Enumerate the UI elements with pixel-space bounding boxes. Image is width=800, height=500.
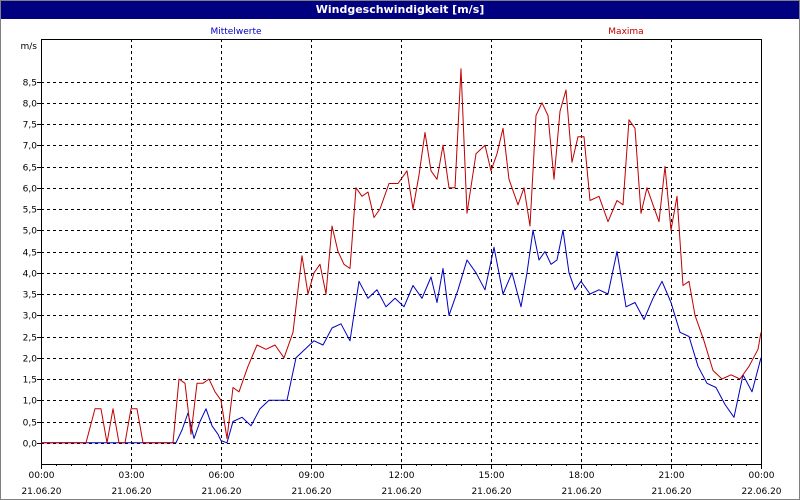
y-tick-label: 2,0 (23, 355, 38, 365)
x-tick-time-label: 03:00 (119, 471, 145, 481)
y-tick-label: 5,5 (23, 206, 37, 216)
y-tick-label: 5,0 (23, 227, 38, 237)
x-tick-date-label: 21.06.20 (291, 487, 331, 497)
y-tick-label: 8,5 (23, 79, 37, 89)
axes (37, 39, 762, 469)
x-tick-date-label: 21.06.20 (21, 487, 61, 497)
x-tick-time-label: 18:00 (569, 471, 595, 481)
y-tick-label: 8,0 (23, 100, 38, 110)
window-title: Windgeschwindigkeit [m/s] (1, 1, 799, 19)
y-tick-label: 3,5 (23, 291, 37, 301)
y-tick-label: 2,5 (23, 334, 37, 344)
y-tick-label: 4,5 (23, 249, 37, 259)
y-tick-label: 0,0 (23, 440, 38, 450)
y-tick-label: 6,0 (23, 185, 38, 195)
legend-maxima: Maxima (608, 27, 643, 37)
grid (41, 39, 761, 464)
x-tick-time-label: 15:00 (479, 471, 505, 481)
y-tick-label: 7,0 (23, 142, 38, 152)
x-tick-date-label: 21.06.20 (201, 487, 241, 497)
legend-mittelwerte: Mittelwerte (210, 27, 261, 37)
x-tick-date-label: 21.06.20 (561, 487, 601, 497)
series-line-maxima (41, 68, 762, 444)
y-axis-label: m/s (21, 42, 38, 52)
series-line-mittelwerte (41, 229, 762, 444)
x-tick-date-label: 21.06.20 (381, 487, 421, 497)
plot-frame (41, 39, 762, 465)
series-lines (41, 68, 762, 444)
x-tick-time-label: 06:00 (209, 471, 235, 481)
y-tick-label: 4,0 (23, 270, 38, 280)
x-tick-time-label: 21:00 (659, 471, 685, 481)
x-tick-time-label: 00:00 (29, 471, 55, 481)
x-tick-date-label: 21.06.20 (651, 487, 691, 497)
y-tick-label: 1,5 (23, 376, 37, 386)
x-tick-time-label: 09:00 (299, 471, 325, 481)
axis-labels: 0,0 0,5 1,0 1,5 2,0 2,5 3,0 3,5 4,0 4,5 5,0 5,5 6,0 6… (21, 27, 782, 497)
y-tick-label: 6,5 (23, 164, 37, 174)
x-tick-time-label: 00:00 (749, 471, 775, 481)
x-tick-time-label: 12:00 (389, 471, 415, 481)
x-tick-date-label: 22.06.20 (741, 487, 781, 497)
x-tick-date-label: 21.06.20 (471, 487, 511, 497)
x-tick-date-label: 21.06.20 (111, 487, 151, 497)
y-tick-label: 3,0 (23, 312, 38, 322)
y-tick-label: 1,0 (23, 397, 38, 407)
y-tick-label: 0,5 (23, 419, 37, 429)
y-tick-label: 7,5 (23, 121, 37, 131)
